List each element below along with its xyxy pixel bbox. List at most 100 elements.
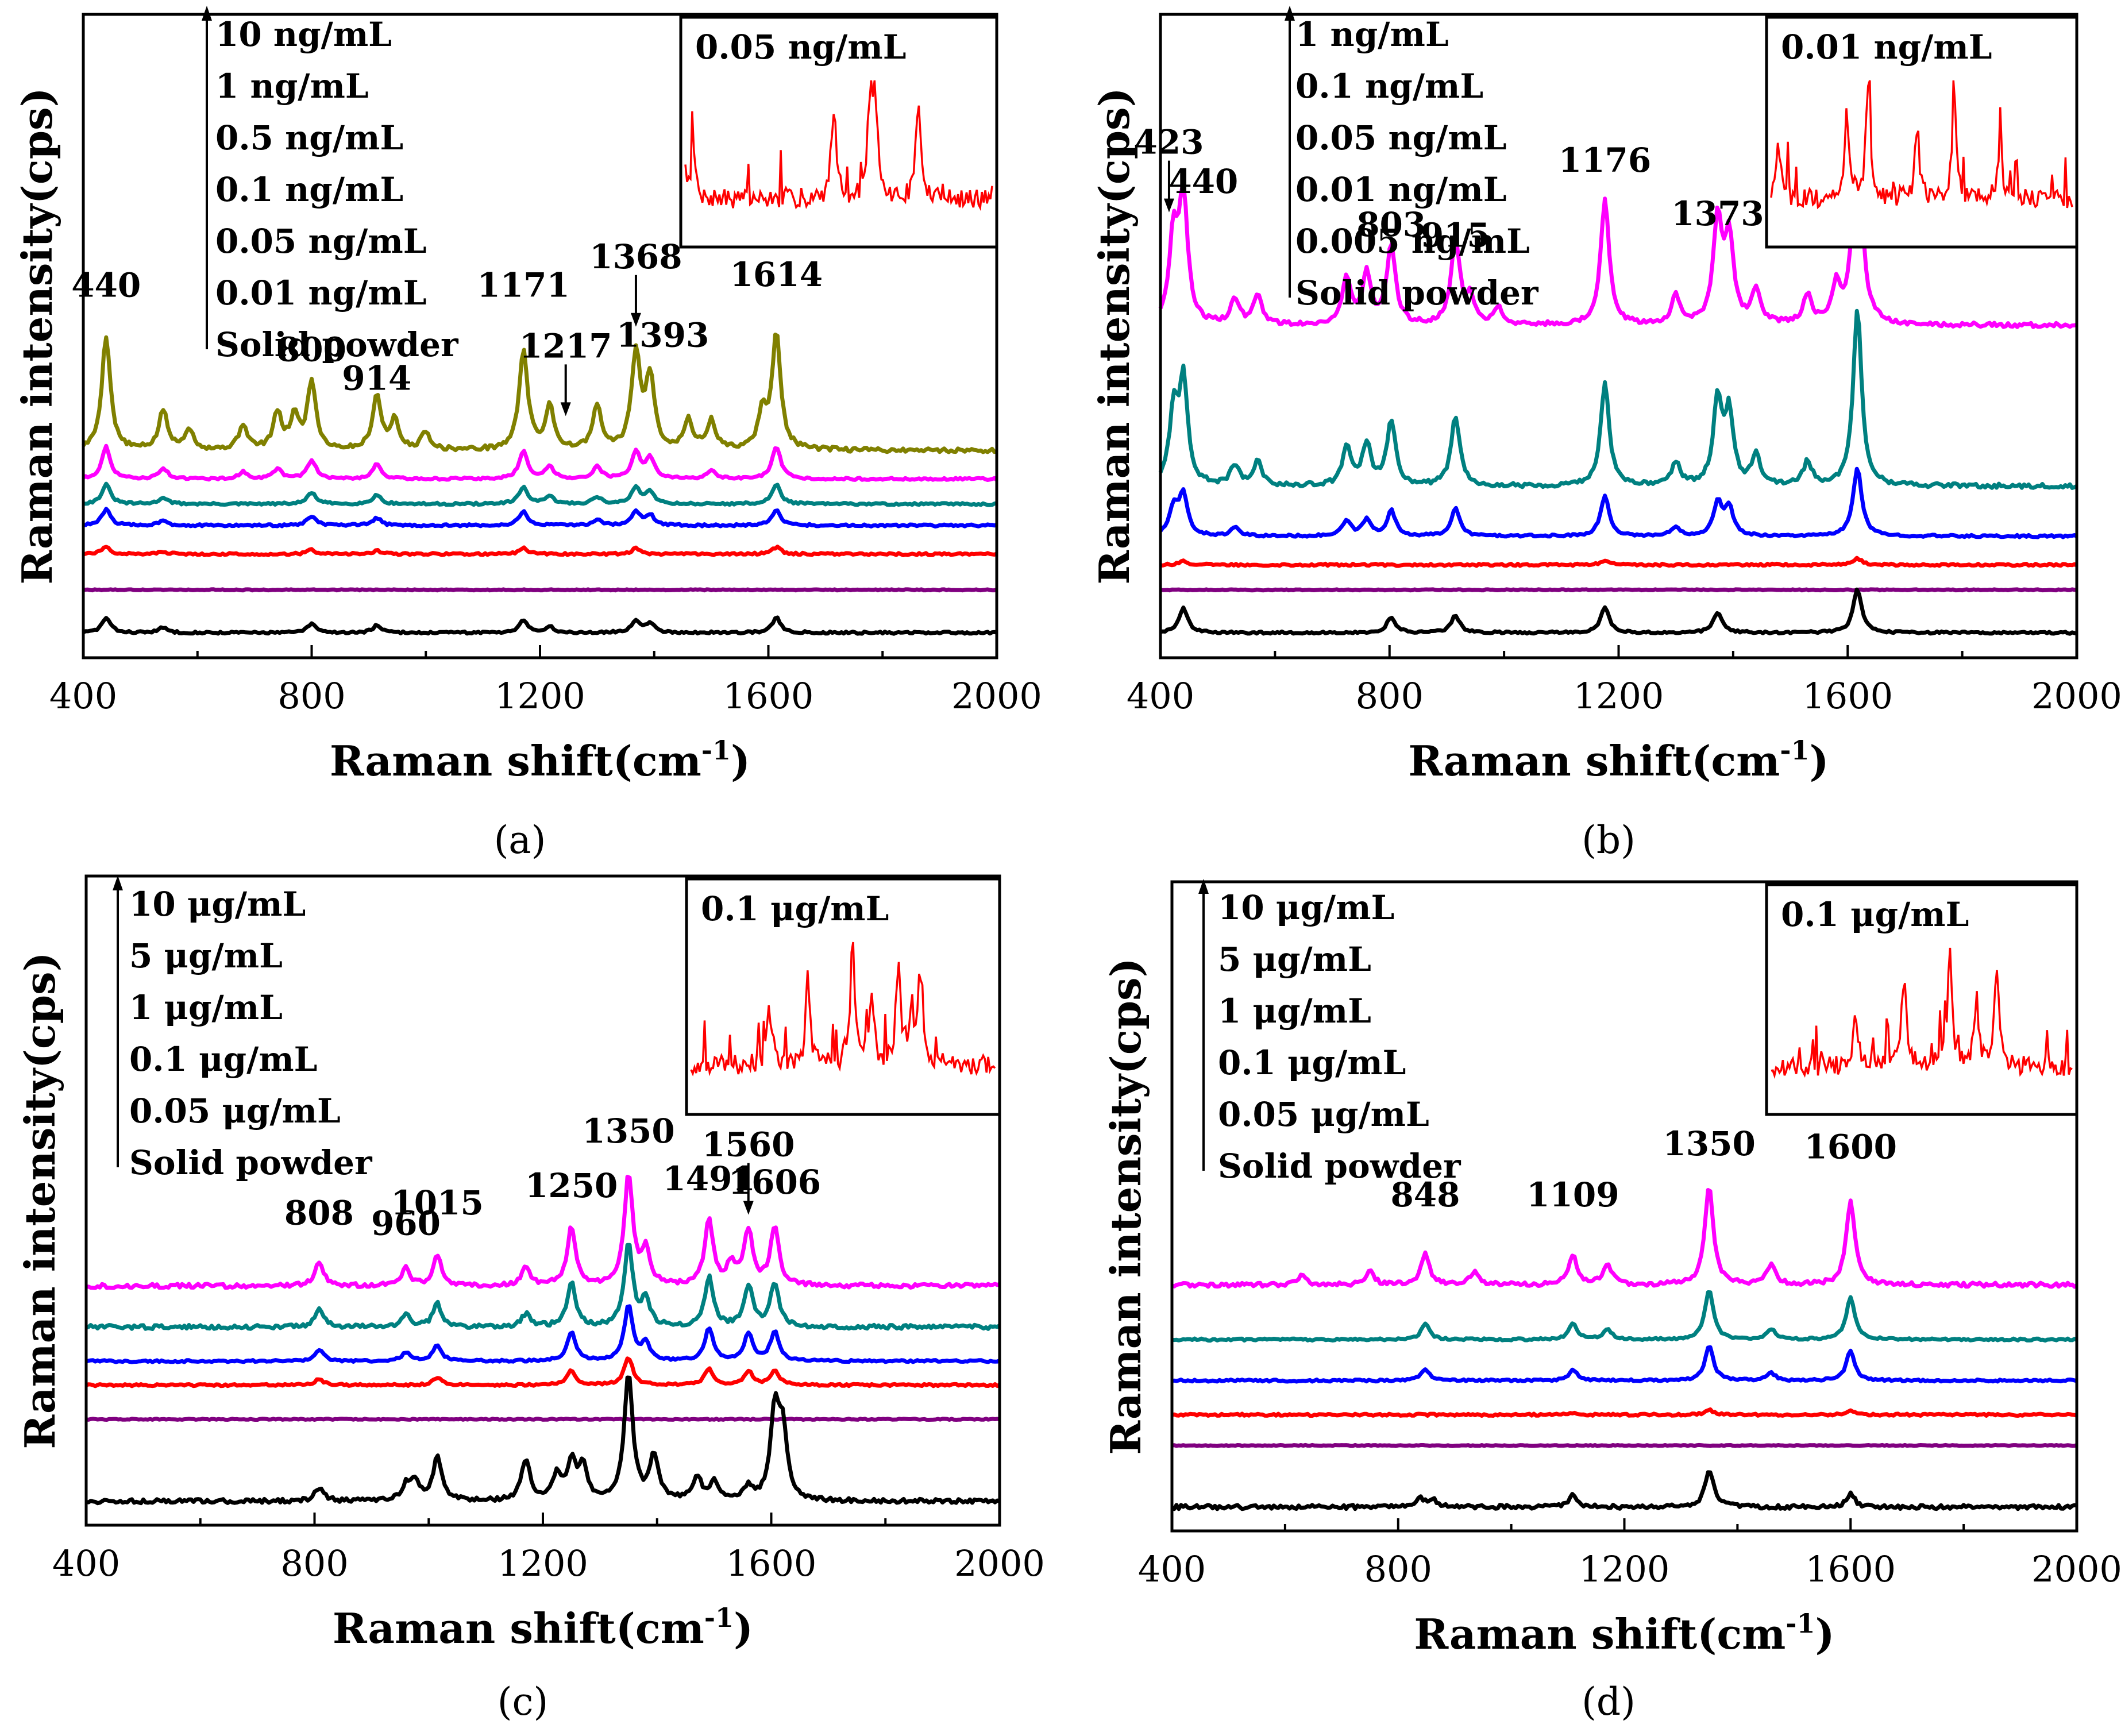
legend-entry: Solid powder: [215, 325, 459, 364]
legend-entry: 0.01 ng/mL: [215, 273, 427, 313]
legend-entry: 1 μg/mL: [129, 988, 283, 1027]
inset-spectrum: [684, 80, 993, 211]
legend-entry: 0.005 ng/mL: [1295, 222, 1530, 261]
series-line-4: [83, 545, 998, 557]
inset-frame: [679, 16, 998, 249]
legend-entry: 0.01 ng/mL: [1295, 170, 1507, 209]
peak-label: 808: [284, 1194, 354, 1233]
y-axis-label: Raman intensity(cps): [16, 952, 64, 1449]
series-line-5: [1171, 1470, 2077, 1511]
panel-a: 400 800 1200 1600 2000 Raman shift(cm-1) Raman…: [13, 6, 1042, 862]
legend-arrow-head: [113, 875, 123, 890]
inset-label: 0.05 ng/mL: [695, 28, 907, 67]
legend-entry: Solid powder: [1295, 273, 1539, 313]
series-line-4: [86, 1417, 1000, 1422]
series-line-5: [86, 1375, 1001, 1506]
series-line-0: [82, 333, 997, 454]
series-line-2: [85, 1304, 1001, 1364]
inset-frame: [1765, 883, 2078, 1116]
peak-arrow-head: [1163, 198, 1174, 213]
peak-label: 1350: [582, 1112, 674, 1151]
legend-arrow-head: [1285, 6, 1295, 21]
legend-entry: 5 μg/mL: [1218, 940, 1371, 979]
legend-entry: 0.1 μg/mL: [129, 1040, 317, 1079]
peak-label: 1109: [1526, 1175, 1619, 1214]
x-axis-label: Raman shift(cm-1): [1414, 1608, 1834, 1658]
peak-label: 1600: [1804, 1128, 1897, 1167]
series-line-1: [1171, 1290, 2078, 1343]
x-tick-label: 800: [1364, 1548, 1432, 1590]
x-axis-label: Raman shift(cm-1): [1408, 735, 1829, 785]
inset-label: 0.1 μg/mL: [701, 889, 889, 928]
legend-entry: 0.1 μg/mL: [1218, 1043, 1406, 1082]
inset-frame: [685, 877, 1001, 1116]
x-tick-label: 1200: [498, 1542, 588, 1584]
inset-spectrum: [690, 942, 996, 1077]
x-tick-label: 1600: [726, 1542, 817, 1584]
peak-label: 800: [277, 330, 346, 369]
legend-entry: 0.5 ng/mL: [215, 118, 403, 157]
x-tick-label: 1600: [1802, 675, 1893, 717]
inset: 0.01 ng/mL: [1765, 16, 2078, 249]
legend-entry: 10 ng/mL: [215, 15, 392, 54]
x-tick-label: 1200: [1579, 1548, 1670, 1590]
legend-entry: 0.05 ng/mL: [215, 222, 427, 261]
series-line-0: [1158, 110, 2078, 329]
x-tick-label: 800: [280, 1542, 348, 1584]
x-tick-label: 2000: [2031, 675, 2121, 717]
peak-label: 1350: [1663, 1124, 1755, 1163]
inset: 0.1 μg/mL: [1765, 883, 2078, 1116]
y-axis-label: Raman intensity(cps): [1090, 87, 1139, 584]
inset-frame: [1765, 16, 2078, 249]
legend-entry: 5 μg/mL: [129, 936, 283, 975]
x-tick-label: 400: [1127, 675, 1194, 717]
series-line-3: [1160, 555, 2078, 568]
series-line-2: [1171, 1345, 2078, 1384]
series-line-4: [1160, 587, 2077, 593]
peak-label: 915: [1421, 215, 1490, 254]
inset-label: 0.1 μg/mL: [1781, 895, 1969, 934]
series-line-1: [85, 1243, 1001, 1331]
panel-c: 400 800 1200 1600 2000 Raman shift(cm-1) Raman…: [16, 874, 1045, 1724]
legend-entry: 10 μg/mL: [129, 885, 306, 924]
peak-label: 1614: [730, 255, 823, 294]
legend-entry: Solid powder: [1218, 1147, 1461, 1186]
panel-b: 400 800 1200 1600 2000 Raman shift(cm-1) Raman…: [1090, 6, 2121, 862]
x-tick-label: 400: [49, 675, 117, 717]
series-line-3: [83, 507, 998, 528]
inset-spectrum: [1771, 947, 2073, 1079]
legend-arrow-head: [1198, 879, 1209, 894]
peak-label: 1176: [1559, 141, 1651, 180]
peak-arrow-head: [630, 313, 641, 327]
legend-entry: 0.1 ng/mL: [215, 170, 403, 209]
legend-arrow-head: [202, 6, 212, 21]
peak-label: 440: [71, 266, 141, 305]
x-axis-label: Raman shift(cm-1): [333, 1602, 753, 1653]
peak-label: 440: [1169, 162, 1238, 201]
series-line-0: [1171, 1188, 2078, 1289]
peak-label: 848: [1390, 1175, 1460, 1214]
x-tick-label: 2000: [2031, 1548, 2121, 1590]
x-tick-label: 800: [1356, 675, 1424, 717]
legend-entry: 1 μg/mL: [1218, 992, 1371, 1031]
y-axis-label: Raman intensity(cps): [1101, 958, 1150, 1455]
x-tick-label: 1200: [495, 675, 585, 717]
series-line-2: [83, 481, 997, 507]
peak-label: 1250: [525, 1166, 618, 1205]
panel-caption: (d): [1582, 1680, 1636, 1724]
panel-d: 400 800 1200 1600 2000 Raman shift(cm-1) Raman…: [1101, 879, 2121, 1724]
series-line-1: [82, 443, 998, 482]
y-axis-label: Raman intensity(cps): [13, 87, 61, 584]
series-line-3: [1171, 1407, 2077, 1418]
x-tick-label: 800: [277, 675, 345, 717]
peak-label: 1171: [477, 266, 569, 305]
inset: 0.1 μg/mL: [685, 877, 1001, 1116]
x-tick-label: 1200: [1574, 675, 1664, 717]
peak-label: 1491: [662, 1159, 755, 1198]
peak-label: 1560: [702, 1125, 795, 1164]
peak-label: 1606: [728, 1163, 821, 1202]
series-line-1: [1158, 308, 2078, 490]
peak-arrow-head: [560, 402, 571, 416]
legend-entry: 10 μg/mL: [1218, 888, 1394, 927]
